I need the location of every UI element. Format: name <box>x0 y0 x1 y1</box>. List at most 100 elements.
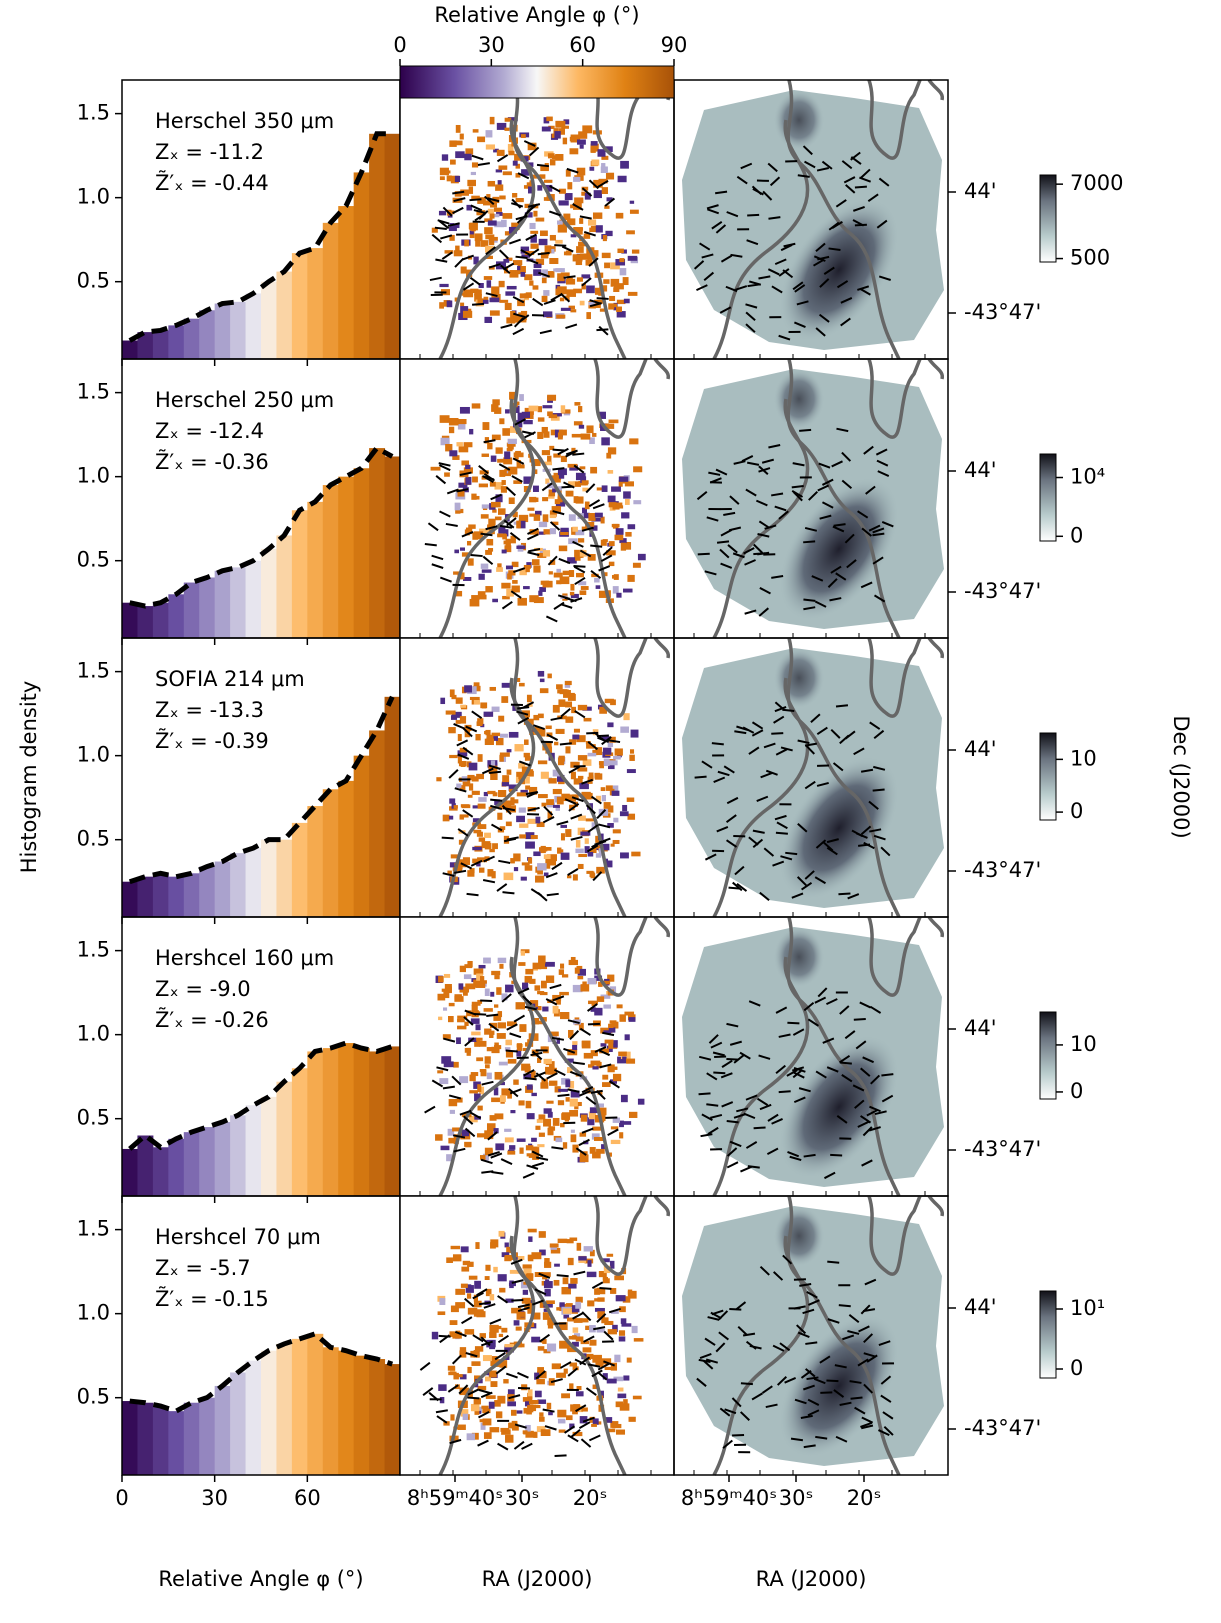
angle-pixel <box>606 453 611 459</box>
angle-pixel <box>485 1265 490 1271</box>
angle-pixel <box>563 571 570 575</box>
angle-pixel <box>467 1048 471 1056</box>
polarization-vector <box>553 450 565 451</box>
angle-pixel <box>557 220 563 224</box>
angle-pixel <box>561 272 570 276</box>
angle-pixel <box>490 1242 496 1248</box>
angle-pixel <box>602 1082 611 1087</box>
angle-pixel <box>504 451 510 459</box>
colorbar-tick-label: 60 <box>569 33 596 57</box>
angle-pixel <box>502 428 510 436</box>
polarization-vector <box>698 554 710 555</box>
ra-tick-label: 30ˢ <box>779 1486 814 1510</box>
histogram-bar <box>323 485 339 638</box>
angle-pixel <box>534 985 540 990</box>
angle-pixel <box>496 447 503 453</box>
histogram-bar <box>230 1372 246 1475</box>
angle-pixel <box>565 829 571 837</box>
angle-pixel <box>507 286 517 289</box>
angle-pixel <box>625 481 634 486</box>
angle-pixel <box>545 1067 552 1075</box>
angle-pixel <box>489 1371 497 1378</box>
histogram-bar <box>385 1046 401 1196</box>
angle-pixel <box>538 417 545 421</box>
angle-pixel <box>612 575 618 579</box>
angle-pixel <box>536 218 545 222</box>
angle-pixel <box>502 775 509 782</box>
annotation: Z̃′ₓ = -0.15 <box>155 1286 269 1311</box>
angle-pixel <box>520 266 526 273</box>
angle-pixel <box>479 1041 486 1047</box>
angle-pixel <box>632 1326 638 1333</box>
dec-tick-label: 44' <box>964 1016 997 1040</box>
angle-pixel <box>472 476 478 482</box>
angle-pixel <box>550 235 556 241</box>
angle-pixel <box>503 1379 508 1383</box>
angle-pixel <box>559 992 569 995</box>
angle-pixel <box>464 240 469 247</box>
angle-pixel <box>499 300 508 303</box>
angle-pixel <box>497 1033 506 1039</box>
angle-pixel <box>612 524 620 527</box>
angle-pixel <box>556 569 561 573</box>
angle-pixel <box>555 1138 562 1143</box>
angle-pixel <box>565 193 573 200</box>
x-tick-label: 0 <box>115 1486 128 1510</box>
angle-pixel <box>587 1300 594 1306</box>
ra-label: RA (J2000) <box>482 1567 593 1591</box>
angle-pixel <box>593 1418 599 1424</box>
angle-pixel <box>621 543 626 551</box>
polarization-vector <box>830 1155 842 1156</box>
angle-pixel <box>454 994 461 999</box>
polarization-vector <box>489 772 501 773</box>
angle-pixel <box>455 176 460 182</box>
angle-pixel <box>450 1414 454 1420</box>
histogram-bar <box>122 1401 138 1475</box>
angle-pixel <box>550 528 556 534</box>
angle-pixel <box>476 1038 482 1041</box>
angle-pixel <box>609 562 615 566</box>
histogram-bar <box>323 223 339 359</box>
angle-pixel <box>465 1329 475 1335</box>
angle-pixel <box>490 310 500 315</box>
angle-pixel <box>517 792 527 796</box>
polarization-vector <box>727 1162 738 1167</box>
polarization-vector <box>472 304 484 305</box>
angle-pixel <box>502 781 509 786</box>
angle-pixel <box>501 696 508 703</box>
angle-pixel <box>561 405 565 412</box>
angle-pixel <box>481 564 489 569</box>
angle-pixel <box>558 1239 568 1243</box>
angle-pixel <box>483 1355 492 1361</box>
angle-pixel <box>533 285 539 289</box>
angle-pixel <box>581 984 590 991</box>
angle-pixel <box>456 784 461 788</box>
angle-pixel <box>627 814 635 820</box>
angle-pixel <box>461 1284 468 1288</box>
angle-pixel <box>521 1064 530 1071</box>
angle-pixel <box>478 804 486 809</box>
angle-pixel <box>513 161 518 166</box>
polarization-vector <box>714 1057 726 1058</box>
angle-pixel <box>571 1130 575 1133</box>
angle-pixel <box>498 508 506 515</box>
angle-pixel <box>553 789 562 794</box>
y-tick-label: 1.5 <box>77 380 110 404</box>
angle-pixel <box>475 233 483 241</box>
angle-pixel <box>571 1134 577 1142</box>
angle-pixel <box>614 1355 620 1362</box>
polarization-vector <box>747 215 759 216</box>
angle-pixel <box>436 777 441 781</box>
histogram-bar <box>292 510 308 638</box>
histogram-bar <box>230 567 246 638</box>
angle-pixel <box>440 176 445 180</box>
angle-pixel <box>533 486 539 492</box>
angle-pixel <box>508 151 514 156</box>
angle-pixel <box>449 816 453 820</box>
angle-pixel <box>603 748 611 755</box>
histogram-bar <box>354 172 370 359</box>
angle-pixel <box>471 227 476 232</box>
polarization-vector <box>712 743 724 744</box>
angle-pixel <box>499 281 505 287</box>
angle-pixel <box>479 574 485 580</box>
